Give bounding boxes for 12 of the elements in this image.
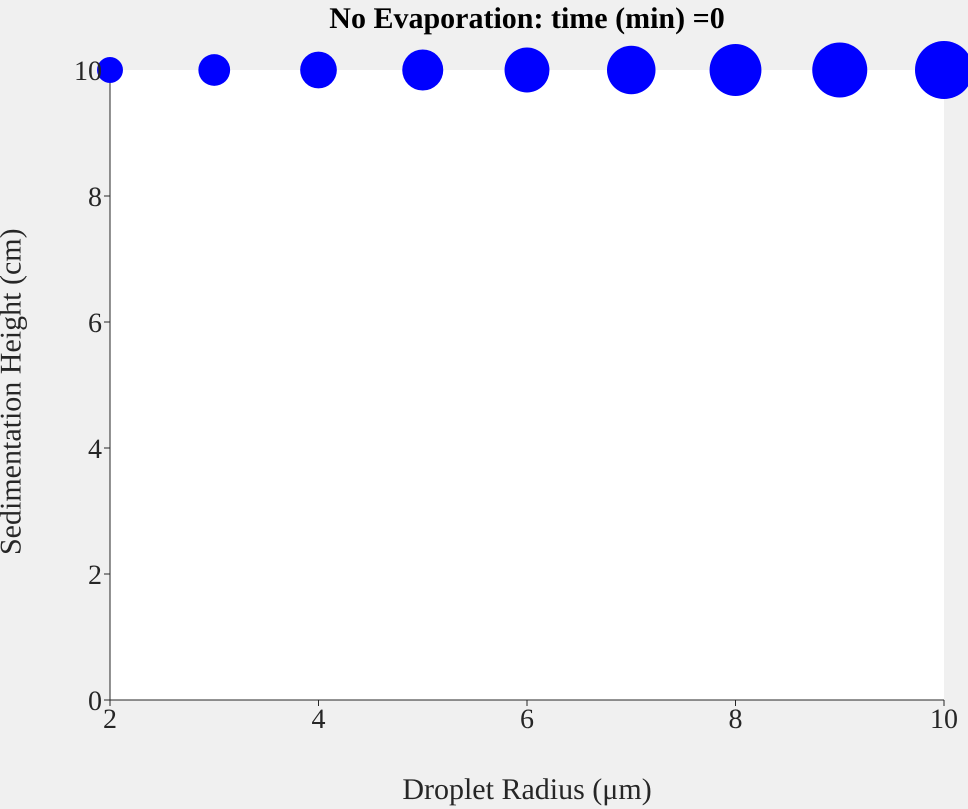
y-tick-label: 2	[88, 560, 102, 591]
chart-title: No Evaporation: time (min) =0	[328, 2, 726, 36]
x-axis-title: Droplet Radius (μm)	[402, 773, 652, 806]
y-tick-label: 8	[88, 182, 102, 213]
y-tick-label: 0	[88, 686, 102, 717]
y-tick-label: 4	[88, 434, 102, 465]
x-tick-label: 10	[930, 704, 958, 735]
y-tick-label: 6	[88, 308, 102, 339]
x-tick-label: 6	[520, 704, 534, 735]
x-tick-label: 4	[312, 704, 326, 735]
x-tick-label: 8	[728, 704, 742, 735]
y-axis-title: Sedimentation Height (cm)	[0, 228, 28, 555]
